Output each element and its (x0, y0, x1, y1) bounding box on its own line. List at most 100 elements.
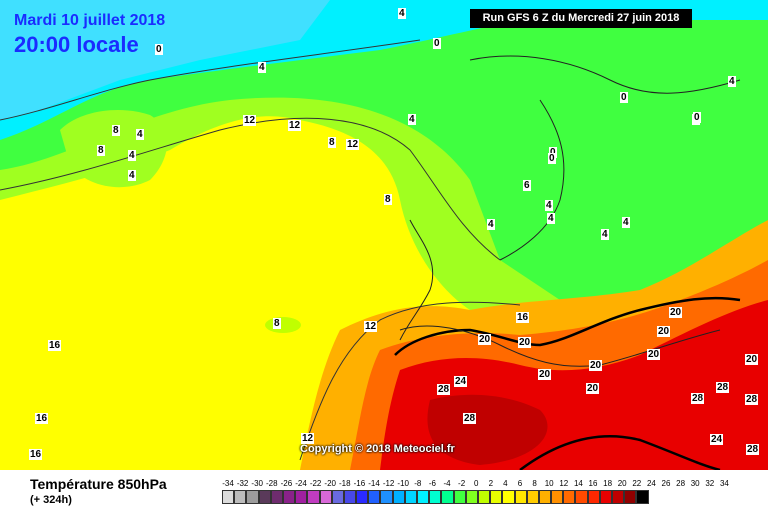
contour-label: 16 (35, 413, 49, 424)
scale-swatch (502, 490, 515, 504)
scale-swatch (465, 490, 478, 504)
contour-label: 28 (437, 384, 451, 395)
scale-swatch (343, 490, 357, 504)
scale-label: -8 (414, 479, 422, 488)
scale-label: 24 (646, 479, 656, 488)
temperature-field (0, 0, 768, 470)
contour-label: 0 (433, 38, 441, 49)
contour-label: 20 (657, 326, 671, 337)
contour-label: 12 (288, 120, 302, 131)
scale-swatch (563, 490, 576, 504)
temperature-map: Mardi 10 juillet 2018 20:00 locale Run G… (0, 0, 768, 470)
contour-label: 28 (745, 394, 759, 405)
polar-region (0, 0, 330, 120)
atlantic-europe-coast (399, 219, 434, 341)
scale-label: 8 (532, 479, 537, 488)
scale-label: -20 (324, 479, 336, 488)
scale-swatch (258, 490, 271, 504)
scale-swatch (331, 490, 344, 504)
mediterranean-coast (399, 325, 721, 367)
atlantic-patch (265, 317, 301, 333)
contour-label: 20 (745, 354, 759, 365)
scandinavia-coast (469, 55, 741, 94)
contour-label: 4 (728, 76, 736, 87)
legend-title: Température 850hPa (30, 476, 167, 492)
contour-label: 4 (398, 8, 406, 19)
scale-label: -4 (443, 479, 451, 488)
scale-label: -28 (266, 479, 278, 488)
contour-label: 4 (136, 129, 144, 140)
scale-swatch (575, 490, 588, 504)
contour-label: 0 (620, 92, 628, 103)
contour-label: 12 (364, 321, 378, 332)
scale-label: -24 (295, 479, 307, 488)
contour-label: 4 (601, 229, 609, 240)
scale-label: 22 (632, 479, 642, 488)
contour-label: 4 (545, 200, 553, 211)
forecast-date: Mardi 10 juillet 2018 (14, 12, 166, 29)
scale-label: -32 (236, 479, 249, 488)
scale-swatch (234, 490, 247, 504)
scale-label: 0 (473, 479, 479, 488)
legend-subtitle: (+ 324h) (30, 494, 72, 506)
contour-label: 8 (384, 194, 392, 205)
contour-label: 4 (622, 217, 630, 228)
contour-label: 4 (128, 150, 136, 161)
contour-label: 20 (478, 334, 492, 345)
contour-label: 16 (516, 312, 530, 323)
scale-swatch (417, 490, 430, 504)
contour-0 (0, 39, 421, 121)
scale-label: -2 (458, 479, 466, 488)
contour-label: 28 (716, 382, 730, 393)
contour-label: 4 (258, 62, 266, 73)
contour-label: 24 (710, 434, 724, 445)
scale-label: 2 (488, 479, 494, 488)
scale-label: -18 (339, 479, 351, 488)
scale-swatch (514, 490, 527, 504)
scale-label: -16 (353, 479, 366, 488)
scale-swatch (222, 490, 235, 504)
scale-label: -10 (397, 479, 409, 488)
scale-label: 12 (559, 479, 569, 488)
scale-swatch (429, 490, 442, 504)
copyright: Copyright © 2018 Meteociel.fr (300, 443, 455, 455)
scale-swatch (246, 490, 259, 504)
scale-swatch (380, 490, 393, 504)
contour-label: 0 (548, 153, 556, 164)
scale-label: 34 (719, 479, 729, 488)
scale-label: 14 (573, 479, 583, 488)
scale-swatch (282, 490, 296, 504)
scale-swatch (624, 490, 637, 504)
contour-label: 8 (112, 125, 120, 136)
contour-20-south (519, 435, 721, 470)
scale-label: 28 (676, 479, 686, 488)
scale-swatch (477, 490, 491, 504)
color-scale (222, 490, 649, 504)
scale-swatch (356, 490, 369, 504)
scale-label: -30 (251, 479, 263, 488)
contour-label: 8 (97, 145, 105, 156)
scale-label: 6 (517, 479, 523, 488)
scale-label: -6 (428, 479, 436, 488)
contour-label: 16 (29, 449, 43, 460)
scale-swatch (636, 490, 649, 504)
scale-label: 30 (690, 479, 700, 488)
scale-swatch (270, 490, 283, 504)
scale-label: 20 (617, 479, 627, 488)
scale-swatch (526, 490, 539, 504)
scale-swatch (599, 490, 612, 504)
contour-label: 28 (463, 413, 477, 424)
scale-label: 10 (544, 479, 554, 488)
scale-swatch (612, 490, 625, 504)
contour-label: 0 (693, 112, 701, 123)
scale-label: 32 (705, 479, 715, 488)
scale-label: 26 (661, 479, 671, 488)
contour-label: 8 (273, 318, 281, 329)
scale-swatch (295, 490, 308, 504)
contour-label: 12 (301, 433, 315, 444)
contour-label: 20 (586, 383, 600, 394)
scale-label: 18 (603, 479, 613, 488)
scale-label: -34 (222, 479, 234, 488)
contour-8 (0, 117, 501, 261)
legend: Température 850hPa (+ 324h) -34 -32 -30 -28… (0, 470, 768, 512)
